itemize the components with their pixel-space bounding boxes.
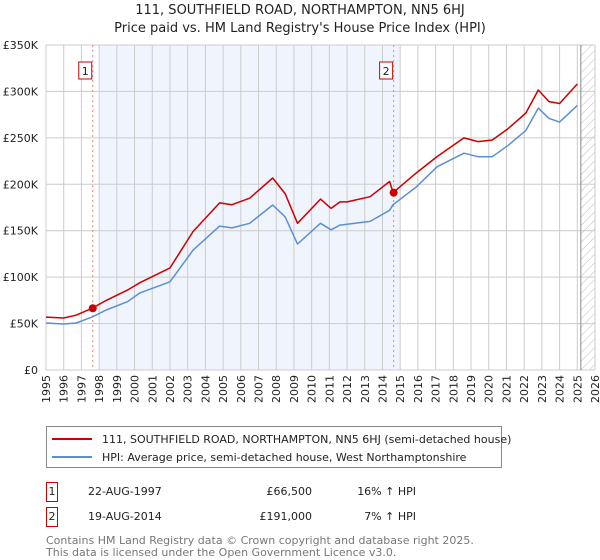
y-tick-label: £350K xyxy=(3,39,39,52)
x-tick-label: 2006 xyxy=(235,375,248,403)
transaction-hpi-diff: 7% ↑ HPI xyxy=(364,510,416,523)
sale-label: 1 xyxy=(82,65,89,78)
x-tick-label: 1996 xyxy=(58,375,71,403)
x-tick-label: 1997 xyxy=(75,375,88,403)
legend-item-hpi: HPI: Average price, semi-detached house,… xyxy=(47,449,466,465)
y-tick-label: £50K xyxy=(10,318,39,331)
chart-legend: 111, SOUTHFIELD ROAD, NORTHAMPTON, NN5 6… xyxy=(46,426,511,468)
sale-point xyxy=(389,188,398,197)
chart-subtitle: Price paid vs. HM Land Registry's House … xyxy=(114,21,486,36)
x-tick-label: 1999 xyxy=(111,375,124,403)
legend-label: 111, SOUTHFIELD ROAD, NORTHAMPTON, NN5 6… xyxy=(102,432,512,446)
x-tick-label: 2012 xyxy=(341,375,354,403)
x-tick-label: 2011 xyxy=(323,375,336,403)
x-tick-label: 2000 xyxy=(129,375,142,403)
y-tick-label: £100K xyxy=(3,271,39,284)
x-tick-label: 2024 xyxy=(554,375,567,403)
property-price-line xyxy=(45,83,578,319)
price-chart: 1995 1996 1997 1998 1999 2000 2001 2002 2003 2004… xyxy=(3,39,600,403)
transaction-price: £191,000 xyxy=(259,510,313,523)
sale-label-box xyxy=(78,61,93,80)
footer-copyright: Contains HM Land Registry data © Crown c… xyxy=(46,534,474,547)
transaction-number: 1 xyxy=(46,482,58,502)
transaction-row: 1 22-AUG-1997 £66,500 16% ↑ HPI xyxy=(46,482,446,502)
x-tick-label: 2018 xyxy=(447,375,460,403)
sale-label: 2 xyxy=(383,65,390,78)
x-tick-label: 2022 xyxy=(518,375,531,403)
sale-point xyxy=(88,304,97,313)
x-tick-label: 2026 xyxy=(589,375,600,403)
transaction-hpi-diff: 16% ↑ HPI xyxy=(357,485,416,498)
transaction-row: 2 19-AUG-2014 £191,000 7% ↑ HPI xyxy=(46,507,446,527)
legend-swatch-red xyxy=(52,438,92,440)
x-tick-label: 2010 xyxy=(306,375,319,403)
x-tick-label: 2021 xyxy=(500,375,513,403)
x-tick-label: 2014 xyxy=(376,375,389,403)
x-tick-label: 2020 xyxy=(483,375,496,403)
transaction-date: 19-AUG-2014 xyxy=(88,510,162,523)
footer-licence: This data is licensed under the Open Gov… xyxy=(46,546,397,559)
x-tick-label: 2005 xyxy=(217,375,230,403)
chart-title: 111, SOUTHFIELD ROAD, NORTHAMPTON, NN5 6… xyxy=(135,3,465,18)
transaction-date: 22-AUG-1997 xyxy=(88,485,162,498)
x-tick-label: 2015 xyxy=(394,375,407,403)
x-tick-label: 2019 xyxy=(465,375,478,403)
sale-label-box xyxy=(379,61,394,80)
legend-swatch-blue xyxy=(52,456,92,458)
legend-item-property: 111, SOUTHFIELD ROAD, NORTHAMPTON, NN5 6… xyxy=(47,431,511,447)
x-tick-label: 2004 xyxy=(199,375,212,403)
legend-label: HPI: Average price, semi-detached house,… xyxy=(102,450,467,464)
y-tick-label: £200K xyxy=(3,178,39,191)
x-tick-label: 2003 xyxy=(182,375,195,403)
forecast-hatch xyxy=(580,45,595,370)
x-tick-label: 2013 xyxy=(359,375,372,403)
x-tick-label: 1998 xyxy=(93,375,106,403)
x-tick-label: 2023 xyxy=(536,375,549,403)
x-tick-label: 1995 xyxy=(40,375,53,403)
transaction-price: £66,500 xyxy=(266,485,313,498)
y-tick-label: £300K xyxy=(3,85,39,98)
y-tick-label: £0 xyxy=(24,364,38,377)
transaction-number: 2 xyxy=(46,507,58,527)
shaded-period xyxy=(99,45,401,370)
x-tick-label: 2007 xyxy=(253,375,266,403)
x-tick-label: 2016 xyxy=(412,375,425,403)
y-tick-label: £250K xyxy=(3,132,39,145)
x-tick-label: 2025 xyxy=(571,375,584,403)
x-tick-label: 2017 xyxy=(430,375,443,403)
x-tick-label: 2002 xyxy=(164,375,177,403)
x-tick-label: 2008 xyxy=(270,375,283,403)
y-tick-label: £150K xyxy=(3,225,39,238)
x-tick-label: 2009 xyxy=(288,375,301,403)
hpi-line xyxy=(45,104,578,325)
x-tick-label: 2001 xyxy=(146,375,159,403)
